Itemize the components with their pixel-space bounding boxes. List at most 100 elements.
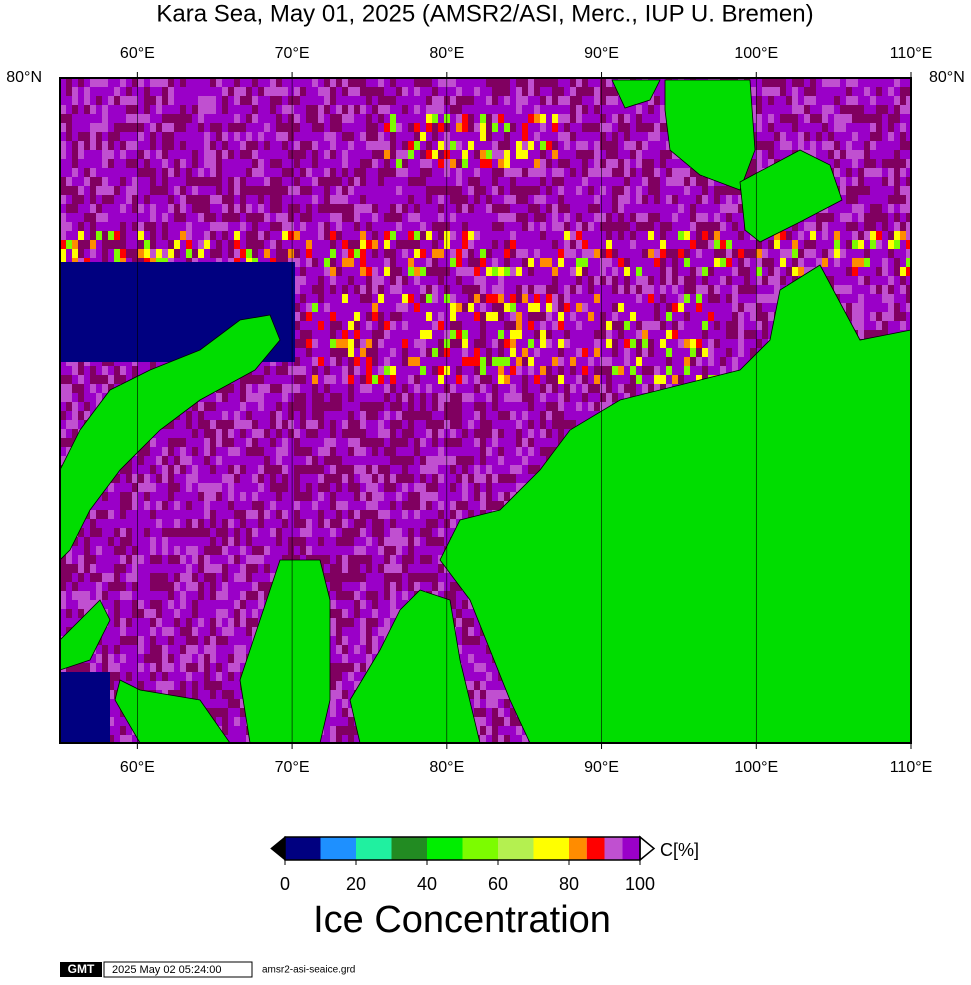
- ice-cell: [210, 177, 216, 186]
- ice-cell: [372, 285, 378, 294]
- ice-cell: [894, 195, 900, 204]
- ice-cell: [348, 87, 354, 96]
- ice-cell: [432, 294, 438, 303]
- ice-cell: [90, 564, 96, 573]
- ice-cell: [240, 645, 246, 654]
- ice-cell: [228, 465, 234, 474]
- ice-cell: [264, 177, 270, 186]
- ice-cell: [282, 420, 288, 429]
- ice-cell: [372, 636, 378, 645]
- ice-cell: [114, 609, 120, 618]
- ice-cell: [78, 375, 84, 384]
- ice-cell: [372, 249, 378, 258]
- ice-cell: [90, 132, 96, 141]
- ice-cell: [294, 510, 300, 519]
- ice-cell: [756, 114, 762, 123]
- ice-cell: [408, 420, 414, 429]
- ice-cell: [600, 114, 606, 123]
- ice-cell: [372, 213, 378, 222]
- ice-cell: [162, 582, 168, 591]
- ice-cell: [888, 276, 894, 285]
- ice-cell: [720, 366, 726, 375]
- ice-cell: [360, 132, 366, 141]
- ice-cell: [72, 195, 78, 204]
- ice-cell: [450, 312, 456, 321]
- ice-cell: [582, 249, 588, 258]
- ice-cell: [426, 78, 432, 87]
- ice-cell: [462, 123, 468, 132]
- ice-cell: [540, 159, 546, 168]
- ice-cell: [672, 177, 678, 186]
- ice-cell: [462, 636, 468, 645]
- ice-cell: [156, 555, 162, 564]
- ice-cell: [510, 330, 516, 339]
- ice-cell: [462, 150, 468, 159]
- ice-cell: [318, 123, 324, 132]
- ice-cell: [492, 240, 498, 249]
- ice-cell: [438, 150, 444, 159]
- ice-cell: [450, 456, 456, 465]
- ice-cell: [216, 123, 222, 132]
- ice-cell: [366, 87, 372, 96]
- ice-cell: [342, 105, 348, 114]
- ice-cell: [504, 204, 510, 213]
- ice-cell: [162, 123, 168, 132]
- ice-cell: [486, 249, 492, 258]
- ice-cell: [168, 447, 174, 456]
- ice-cell: [846, 312, 852, 321]
- ice-cell: [456, 339, 462, 348]
- ice-cell: [708, 222, 714, 231]
- ice-cell: [402, 456, 408, 465]
- ice-cell: [480, 474, 486, 483]
- ice-cell: [654, 168, 660, 177]
- ice-cell: [852, 231, 858, 240]
- ice-cell: [210, 429, 216, 438]
- ice-cell: [306, 114, 312, 123]
- ice-cell: [270, 438, 276, 447]
- ice-cell: [192, 519, 198, 528]
- ice-cell: [108, 384, 114, 393]
- ice-cell: [570, 231, 576, 240]
- ice-cell: [876, 321, 882, 330]
- ice-cell: [804, 132, 810, 141]
- ice-cell: [324, 402, 330, 411]
- ice-cell: [420, 465, 426, 474]
- ice-cell: [480, 258, 486, 267]
- ice-cell: [516, 150, 522, 159]
- ice-cell: [756, 240, 762, 249]
- ice-cell: [420, 249, 426, 258]
- ice-cell: [600, 159, 606, 168]
- ice-cell: [468, 186, 474, 195]
- ice-cell: [396, 267, 402, 276]
- ice-cell: [354, 249, 360, 258]
- ice-cell: [210, 627, 216, 636]
- ice-cell: [486, 429, 492, 438]
- ice-cell: [900, 168, 906, 177]
- ice-cell: [372, 501, 378, 510]
- ice-cell: [366, 357, 372, 366]
- ice-cell: [210, 78, 216, 87]
- ice-cell: [468, 294, 474, 303]
- ice-cell: [222, 573, 228, 582]
- ice-cell: [180, 573, 186, 582]
- ice-cell: [390, 384, 396, 393]
- ice-cell: [654, 213, 660, 222]
- ice-cell: [324, 132, 330, 141]
- ice-cell: [492, 285, 498, 294]
- ice-cell: [354, 519, 360, 528]
- ice-cell: [438, 393, 444, 402]
- ice-cell: [240, 492, 246, 501]
- ice-cell: [96, 141, 102, 150]
- ice-cell: [504, 96, 510, 105]
- ice-cell: [810, 96, 816, 105]
- ice-cell: [540, 231, 546, 240]
- ice-cell: [402, 105, 408, 114]
- ice-cell: [342, 645, 348, 654]
- ice-cell: [96, 231, 102, 240]
- ice-cell: [318, 510, 324, 519]
- ice-cell: [558, 258, 564, 267]
- ice-cell: [900, 132, 906, 141]
- ice-cell: [240, 375, 246, 384]
- ice-cell: [90, 177, 96, 186]
- ice-cell: [198, 195, 204, 204]
